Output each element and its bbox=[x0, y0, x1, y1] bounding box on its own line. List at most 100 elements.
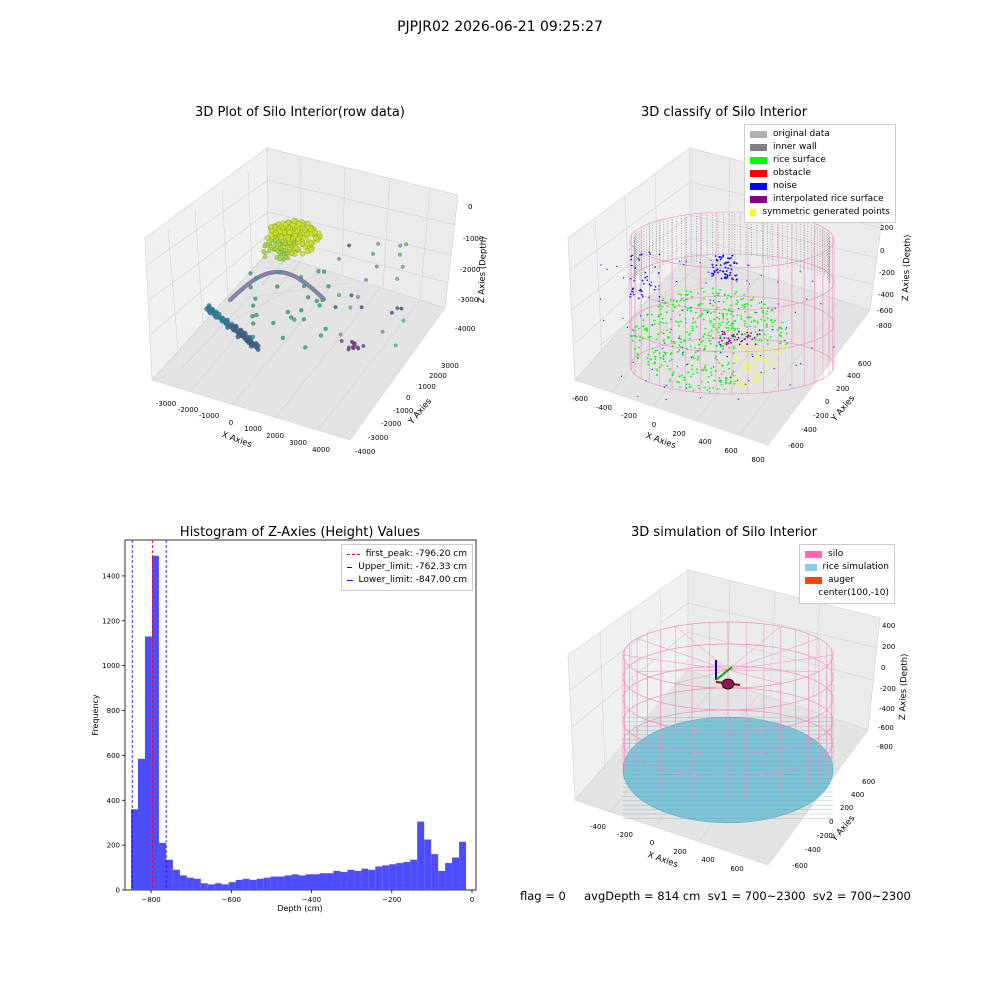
simulation-xtick: -200 bbox=[617, 831, 633, 839]
rice-surface-point bbox=[725, 322, 728, 325]
noise-point bbox=[638, 259, 641, 261]
interpolated-surface-point bbox=[738, 330, 740, 333]
rice-surface-point bbox=[638, 339, 641, 342]
rice-surface-point bbox=[727, 327, 730, 329]
rice-surface-point bbox=[671, 303, 674, 306]
rice-surface-point bbox=[736, 299, 738, 302]
raw-point bbox=[301, 317, 306, 322]
rice-surface-point bbox=[749, 367, 752, 369]
rice-surface-point bbox=[686, 307, 689, 310]
interpolated-surface-point bbox=[736, 333, 739, 336]
rice-surface-point bbox=[710, 329, 713, 332]
raw-point bbox=[337, 256, 342, 261]
histogram-xtick-label: 0 bbox=[470, 896, 474, 904]
rice-surface-point bbox=[683, 379, 686, 381]
noise-point bbox=[648, 251, 651, 254]
rice-surface-point bbox=[701, 313, 704, 316]
simulation-3d-yticks: -600 -400 -200 0 200 400 600 bbox=[792, 778, 875, 870]
histogram-bar bbox=[284, 875, 292, 890]
rice-surface-point bbox=[662, 297, 665, 300]
histogram-title: Histogram of Z-Axies (Height) Values bbox=[180, 525, 420, 540]
noise-point bbox=[637, 357, 639, 359]
rice-surface-point bbox=[716, 316, 719, 319]
noise-point bbox=[678, 337, 680, 339]
noise-point bbox=[710, 259, 712, 261]
noise-point bbox=[699, 262, 701, 264]
rice-surface-point bbox=[717, 361, 720, 364]
raw-point bbox=[276, 242, 282, 247]
rice-surface-point bbox=[714, 370, 717, 372]
noise-point bbox=[709, 302, 711, 304]
classify-legend-label: symmetric generated points bbox=[762, 207, 890, 217]
noise-point bbox=[626, 326, 628, 328]
rice-surface-point bbox=[711, 292, 714, 295]
rice-surface-point bbox=[710, 312, 713, 315]
classify-legend-entry: inner wall bbox=[750, 141, 890, 154]
rice-surface-point bbox=[698, 315, 701, 317]
rice-surface-point bbox=[745, 352, 748, 355]
legend-line-swatch bbox=[347, 554, 360, 555]
noise-point bbox=[650, 284, 652, 287]
rice-surface-point bbox=[767, 343, 769, 345]
noise-point bbox=[663, 342, 665, 344]
rice-surface-point bbox=[664, 353, 667, 356]
rice-surface-point bbox=[763, 349, 766, 352]
rice-surface-point bbox=[697, 292, 699, 295]
noise-point bbox=[665, 398, 667, 401]
rice-surface-point bbox=[676, 365, 679, 368]
rice-surface-point bbox=[682, 308, 684, 311]
rice-surface-point bbox=[761, 310, 764, 312]
raw-point bbox=[326, 284, 331, 289]
rice-surface-point bbox=[714, 350, 716, 353]
rice-surface-point bbox=[707, 310, 710, 313]
legend-color-swatch bbox=[805, 577, 822, 584]
rice-surface-point bbox=[663, 351, 666, 354]
raw-point bbox=[390, 310, 394, 315]
rice-surface-point bbox=[680, 297, 683, 300]
rice-surface-point bbox=[779, 340, 782, 343]
raw-ytick: -1000 bbox=[393, 407, 413, 415]
rice-surface-point bbox=[735, 380, 737, 382]
noise-point bbox=[646, 279, 648, 281]
rice-surface-point bbox=[709, 319, 712, 322]
noise-point bbox=[712, 266, 714, 269]
histogram-ytick-label: 800 bbox=[107, 707, 120, 715]
rice-surface-point bbox=[713, 295, 716, 297]
rice-surface-point bbox=[715, 308, 717, 311]
rice-surface-point bbox=[775, 346, 778, 349]
noise-point bbox=[799, 363, 802, 365]
raw-point bbox=[404, 242, 409, 247]
classify-ztick: 200 bbox=[880, 224, 893, 232]
rice-surface-point bbox=[680, 374, 683, 377]
noise-point bbox=[820, 303, 822, 305]
raw-xtick: 3000 bbox=[289, 439, 307, 447]
noise-point bbox=[658, 295, 661, 298]
rice-surface-point bbox=[760, 306, 763, 309]
rice-surface-point bbox=[763, 369, 766, 371]
noise-point bbox=[637, 257, 640, 260]
interpolated-surface-point bbox=[750, 332, 753, 334]
noise-point bbox=[720, 277, 723, 280]
raw-xtick: 2000 bbox=[266, 432, 284, 440]
rice-surface-point bbox=[779, 342, 781, 345]
rice-surface-point bbox=[707, 375, 710, 378]
interpolated-surface-point bbox=[736, 338, 739, 341]
noise-point bbox=[653, 288, 656, 291]
rice-surface-point bbox=[677, 304, 680, 307]
rice-surface-point bbox=[723, 388, 726, 391]
simulation-legend-label: silo bbox=[828, 549, 844, 559]
noise-point bbox=[654, 286, 657, 288]
raw-point bbox=[395, 276, 400, 281]
rice-surface-point bbox=[718, 312, 721, 315]
interpolated-surface-point bbox=[727, 337, 730, 340]
rice-surface-point bbox=[718, 377, 721, 380]
interpolated-surface-point bbox=[725, 341, 728, 344]
noise-point bbox=[777, 281, 779, 283]
histogram-panel: Histogram of Z-Axies (Height) Values −80… bbox=[91, 525, 477, 913]
rice-surface-point bbox=[662, 321, 665, 324]
noise-point bbox=[630, 255, 633, 258]
raw-point bbox=[400, 264, 405, 269]
rice-surface-point bbox=[753, 381, 756, 384]
rice-surface-point bbox=[697, 359, 699, 361]
raw-point bbox=[337, 293, 341, 298]
